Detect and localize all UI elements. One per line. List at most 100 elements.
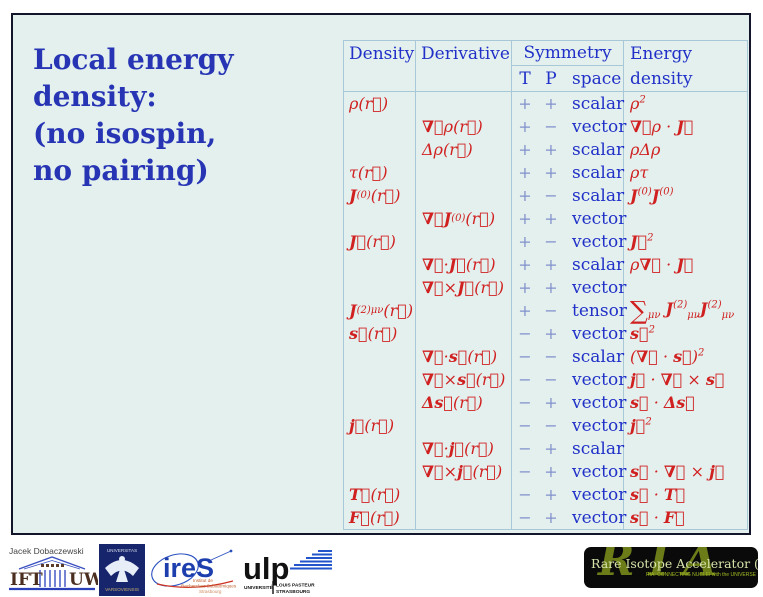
derivative-cell	[416, 161, 512, 184]
p-sign-cell: +	[544, 508, 558, 527]
space-cell: tensor	[564, 299, 627, 322]
table-row: ∇⃗ × J⃗ (r⃗) + + vector	[344, 276, 747, 299]
t-sign-cell: +	[518, 232, 532, 251]
density-cell	[344, 276, 416, 299]
derivative-cell	[416, 483, 512, 506]
header-spacer-2	[416, 66, 512, 91]
energy-cell: J(0)J(0)	[630, 186, 674, 205]
title-line-1: Local energy	[33, 43, 234, 76]
table-row: ∇⃗ × s⃗ (r⃗) − − vector j⃗ · ∇⃗ × s⃗	[344, 368, 747, 391]
space-cell: vector	[564, 506, 626, 529]
table-row: ∇⃗J (0) (r⃗) + + vector	[344, 207, 747, 230]
ulp-line1: UNIVERSITÉ	[244, 583, 274, 591]
energy-cell: s⃗ · T⃗	[630, 485, 686, 504]
title-line-2: density:	[33, 80, 157, 113]
t-sign-cell: +	[518, 140, 532, 159]
density-cell	[344, 345, 416, 368]
energy-cell: J⃗2	[630, 232, 654, 251]
energy-density-table: Density Derivative Symmetry Energy T P s…	[343, 40, 748, 530]
derivative-cell: ∇⃗ × s⃗ (r⃗)	[416, 368, 512, 391]
ires-sub3: Strasbourg	[199, 589, 222, 594]
t-sign-cell: −	[518, 416, 532, 435]
derivative-cell: ∇⃗ × j⃗ (r⃗)	[416, 460, 512, 483]
title-line-4: no pairing)	[33, 154, 209, 187]
derivative-cell	[416, 230, 512, 253]
p-sign-cell: +	[544, 278, 558, 297]
t-sign-cell: +	[518, 163, 532, 182]
space-cell: scalar	[564, 345, 624, 368]
space-cell: vector	[564, 391, 626, 414]
derivative-cell: ∇⃗ · s⃗ (r⃗)	[416, 345, 512, 368]
t-sign-cell: −	[518, 347, 532, 366]
ires-text: ireS	[163, 553, 214, 583]
derivative-cell	[416, 322, 512, 345]
energy-cell: s⃗ · ∇⃗ × j⃗	[630, 462, 725, 481]
p-sign-cell: −	[544, 370, 558, 389]
t-sign-cell: −	[518, 370, 532, 389]
density-cell	[344, 207, 416, 230]
red-arc-icon	[156, 580, 234, 588]
ria-logo: RIA Rare Isotope Accelerator (RIA) RIA: …	[584, 547, 758, 588]
p-sign-cell: +	[544, 163, 558, 182]
table-body: ρ(r⃗) + + scalar ρ2 ∇⃗ ρ(r⃗) + − vector ∇⃗ρ · J⃗ Δρ…	[344, 92, 747, 529]
energy-cell: ∑μν J(2)μνJ(2)μν	[630, 296, 735, 326]
pediment-inner-icon	[23, 560, 81, 570]
ria-subtitle: RIA: CONNECTING NUCLEI with the UNIVERSE	[646, 572, 757, 578]
table-header: Density Derivative Symmetry Energy T P s…	[344, 41, 747, 92]
density-cell: F⃗ (r⃗)	[344, 506, 416, 529]
table-row: F⃗ (r⃗) − + vector s⃗ · F⃗	[344, 506, 747, 529]
table-row: ∇⃗ · J⃗ (r⃗) + + scalar ρ∇⃗ · J⃗	[344, 253, 747, 276]
uw-text: UW	[69, 570, 98, 590]
window-dots-icon	[41, 564, 64, 567]
derivative-cell: Δs⃗ (r⃗)	[416, 391, 512, 414]
space-cell: scalar	[564, 138, 624, 161]
t-sign-cell: +	[518, 94, 532, 113]
density-cell	[344, 460, 416, 483]
orbit-ellipse-icon	[151, 553, 199, 587]
space-cell: vector	[564, 414, 626, 437]
density-cell: T⃗ (r⃗)	[344, 483, 416, 506]
table-row: ∇⃗ × j⃗ (r⃗) − + vector s⃗ · ∇⃗ × j⃗	[344, 460, 747, 483]
t-sign-cell: −	[518, 439, 532, 458]
derivative-cell: ∇⃗ × J⃗ (r⃗)	[416, 276, 512, 299]
space-cell: vector	[564, 115, 626, 138]
table-row: Δρ(r⃗) + + scalar ρΔρ	[344, 138, 747, 161]
space-cell: scalar	[564, 437, 624, 460]
orbit-line-icon	[210, 550, 232, 561]
ift-uw-logo: IFT UW	[9, 556, 98, 591]
derivative-cell: ∇⃗ ρ(r⃗)	[416, 115, 512, 138]
derivative-cell: ∇⃗ · j⃗ (r⃗)	[416, 437, 512, 460]
p-sign-cell: +	[544, 255, 558, 274]
energy-cell: ρ∇⃗ · J⃗	[630, 255, 694, 274]
t-sign-cell: +	[518, 117, 532, 136]
density-cell	[344, 437, 416, 460]
p-sign-cell: −	[544, 347, 558, 366]
table-row: T⃗ (r⃗) − + vector s⃗ · T⃗	[344, 483, 747, 506]
author-name: Jacek Dobaczewski	[9, 546, 84, 556]
p-sign-cell: +	[544, 393, 558, 412]
t-sign-cell: +	[518, 209, 532, 228]
p-sign-cell: +	[544, 140, 558, 159]
space-cell: scalar	[564, 161, 624, 184]
derivative-cell	[416, 506, 512, 529]
flag-stripes-icon	[290, 550, 332, 570]
density-cell	[344, 368, 416, 391]
t-sign-cell: +	[518, 301, 532, 320]
density-cell: J (0) (r⃗)	[344, 184, 416, 207]
eagle-body-icon	[116, 563, 128, 582]
energy-cell: s⃗ · Δs⃗	[630, 393, 695, 412]
space-cell: scalar	[564, 92, 624, 115]
p-sign-cell: +	[544, 462, 558, 481]
space-cell: vector	[564, 276, 626, 299]
table-row: s⃗ (r⃗) − + vector s⃗2	[344, 322, 747, 345]
table-row: ∇⃗ · s⃗ (r⃗) − − scalar (∇⃗ · s⃗)2	[344, 345, 747, 368]
table-row: j⃗ (r⃗) − − vector j⃗2	[344, 414, 747, 437]
energy-cell: j⃗2	[630, 416, 652, 435]
header-symmetry: Symmetry	[512, 41, 624, 66]
t-sign-cell: −	[518, 485, 532, 504]
slide-title: Local energy density: (no isospin, no pa…	[33, 41, 234, 189]
header-p: P	[545, 68, 557, 89]
orbit-dot-icon	[229, 549, 233, 553]
density-cell	[344, 253, 416, 276]
space-cell: vector	[564, 368, 626, 391]
